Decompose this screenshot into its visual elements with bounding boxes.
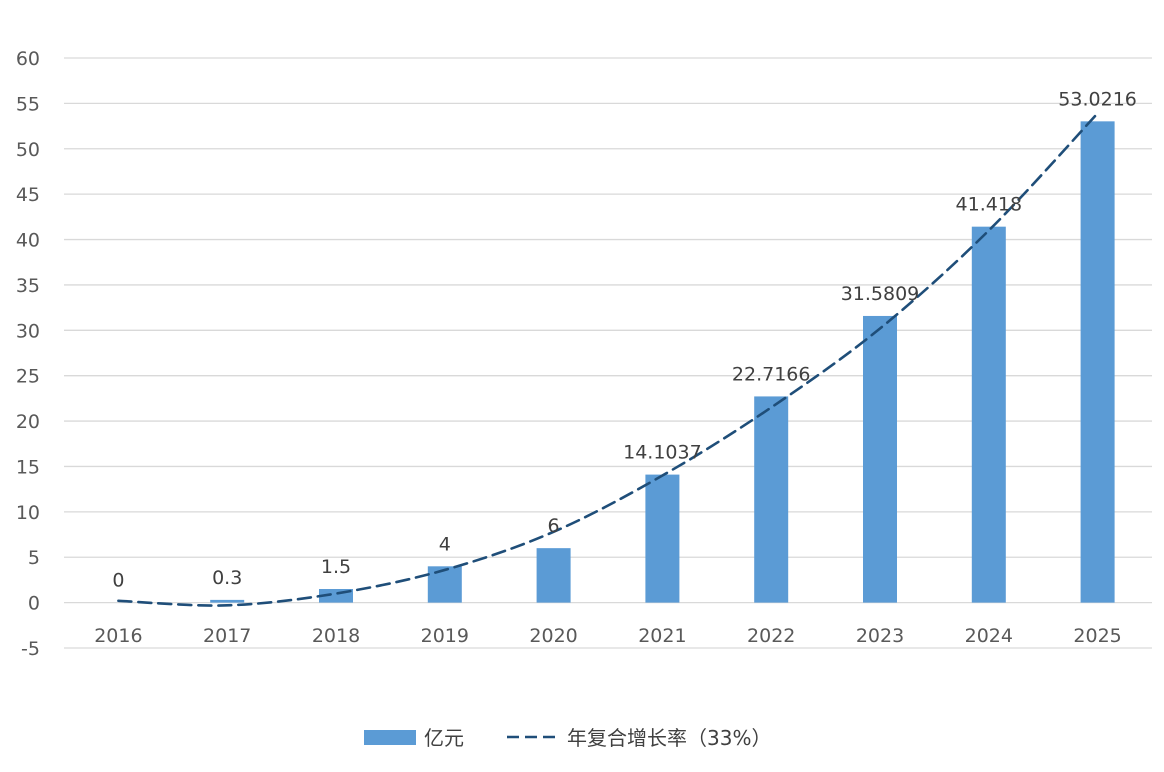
- bar: [645, 474, 680, 603]
- y-tick-label: 55: [16, 93, 40, 115]
- x-tick-label: 2017: [203, 625, 251, 647]
- y-tick-label: 60: [16, 48, 40, 70]
- x-tick-label: 2020: [529, 625, 577, 647]
- data-label: 41.418: [956, 194, 1022, 216]
- trend-line: [117, 112, 1099, 607]
- x-tick-label: 2024: [965, 625, 1013, 647]
- x-tick-label: 2022: [747, 625, 795, 647]
- x-tick-label: 2025: [1073, 625, 1121, 647]
- bar: [863, 315, 897, 603]
- bar: [1080, 121, 1115, 603]
- x-tick-label: 2019: [421, 625, 469, 647]
- y-tick-label: 20: [16, 411, 40, 433]
- bar: [754, 396, 789, 603]
- data-label: 22.7166: [732, 363, 811, 385]
- y-tick-label: 5: [28, 547, 40, 569]
- data-label: 14.1037: [623, 442, 702, 464]
- data-label: 53.0216: [1058, 88, 1137, 110]
- bar: [971, 226, 1006, 603]
- y-tick-label: -5: [21, 638, 40, 660]
- data-label: 31.5809: [841, 283, 920, 305]
- gridlines: [64, 57, 1152, 649]
- data-label: 4: [439, 533, 451, 555]
- y-axis-ticks: -5 0 5 10 15 20 25 30 35 40 45 50 55 60: [16, 48, 40, 660]
- legend-line-label: 年复合增长率（33%）: [567, 726, 771, 750]
- bar-series: [210, 121, 1115, 603]
- y-tick-label: 25: [16, 366, 40, 388]
- data-label: 0: [112, 570, 124, 592]
- y-tick-label: 15: [16, 456, 40, 478]
- trend-line-series: [117, 112, 1099, 607]
- x-tick-label: 2023: [856, 625, 904, 647]
- y-tick-label: 45: [16, 184, 40, 206]
- bar: [536, 548, 571, 603]
- data-label: 0.3: [212, 567, 242, 589]
- data-label: 1.5: [321, 556, 351, 578]
- legend-bar-swatch: [364, 730, 416, 745]
- y-tick-label: 30: [16, 320, 40, 342]
- bar: [210, 599, 245, 603]
- x-tick-label: 2016: [94, 625, 142, 647]
- y-tick-label: 10: [16, 502, 40, 524]
- bar: [427, 566, 462, 603]
- y-tick-label: 50: [16, 139, 40, 161]
- y-tick-label: 35: [16, 275, 40, 297]
- data-label: 6: [548, 515, 560, 537]
- legend-bar-label: 亿元: [424, 726, 464, 750]
- y-tick-label: 0: [28, 593, 40, 615]
- x-tick-label: 2018: [312, 625, 360, 647]
- y-tick-label: 40: [16, 230, 40, 252]
- x-axis-ticks: 2016 2017 2018 2019 2020 2021 2022 2023 2024 2025: [94, 625, 1122, 647]
- x-tick-label: 2021: [638, 625, 686, 647]
- legend: 亿元 年复合增长率（33%）: [364, 726, 771, 750]
- data-labels: 0 0.3 1.5 4 6 14.1037 22.7166 31.5809 41.418 53.0…: [112, 88, 1137, 591]
